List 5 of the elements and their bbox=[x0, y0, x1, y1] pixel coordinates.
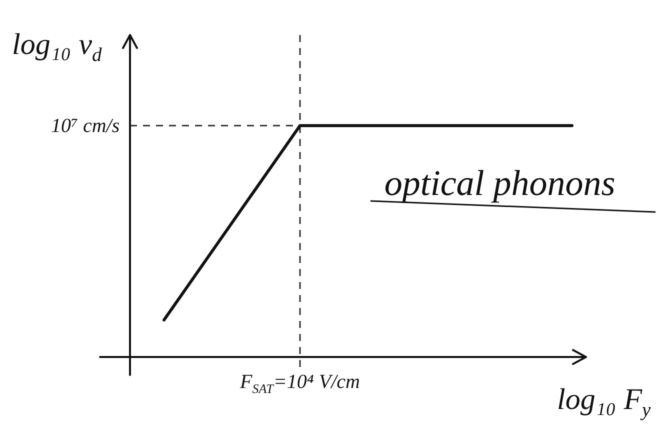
annotation: optical phonons bbox=[384, 162, 616, 204]
x-axis-title: log₁₀ F$_{y}$ bbox=[557, 383, 651, 422]
ref-line-label: 10⁷ cm/s bbox=[51, 114, 120, 137]
text: F$_{SAT}$=10⁴ V/cm bbox=[240, 371, 360, 396]
y-axis-title: log₁₀ v$_{d}$ bbox=[12, 28, 102, 66]
